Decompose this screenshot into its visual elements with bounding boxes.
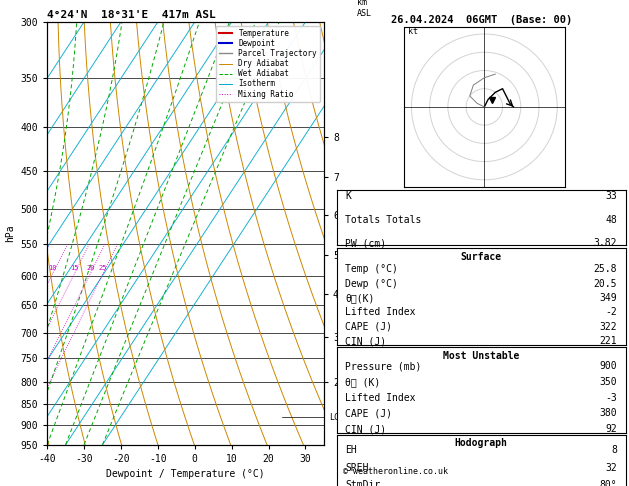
Text: 380: 380 bbox=[599, 408, 617, 418]
Y-axis label: hPa: hPa bbox=[5, 225, 15, 242]
Text: EH: EH bbox=[345, 446, 357, 455]
Text: 900: 900 bbox=[599, 361, 617, 371]
Text: CIN (J): CIN (J) bbox=[345, 336, 386, 346]
Text: LCL: LCL bbox=[330, 413, 345, 422]
Text: Hodograph: Hodograph bbox=[455, 438, 508, 448]
Legend: Temperature, Dewpoint, Parcel Trajectory, Dry Adiabat, Wet Adiabat, Isotherm, Mi: Temperature, Dewpoint, Parcel Trajectory… bbox=[216, 26, 320, 102]
Text: 322: 322 bbox=[599, 322, 617, 332]
Text: SREH: SREH bbox=[345, 463, 369, 473]
Text: 221: 221 bbox=[599, 336, 617, 346]
Text: 33: 33 bbox=[606, 191, 617, 201]
Text: 3.82: 3.82 bbox=[594, 238, 617, 248]
Text: CAPE (J): CAPE (J) bbox=[345, 322, 392, 332]
Text: 20.5: 20.5 bbox=[594, 278, 617, 289]
Text: StmDir: StmDir bbox=[345, 480, 381, 486]
Text: Dewp (°C): Dewp (°C) bbox=[345, 278, 398, 289]
Text: PW (cm): PW (cm) bbox=[345, 238, 386, 248]
Text: Surface: Surface bbox=[460, 252, 502, 262]
Text: Lifted Index: Lifted Index bbox=[345, 308, 416, 317]
Text: 25.8: 25.8 bbox=[594, 264, 617, 274]
Text: 25: 25 bbox=[99, 265, 108, 271]
Text: 20: 20 bbox=[86, 265, 95, 271]
Text: Most Unstable: Most Unstable bbox=[443, 351, 520, 361]
Text: 349: 349 bbox=[599, 293, 617, 303]
Text: -2: -2 bbox=[606, 308, 617, 317]
Text: © weatheronline.co.uk: © weatheronline.co.uk bbox=[343, 467, 448, 476]
Text: km
ASL: km ASL bbox=[357, 0, 372, 17]
Text: θᴇ (K): θᴇ (K) bbox=[345, 377, 381, 387]
Text: 32: 32 bbox=[606, 463, 617, 473]
Text: 26.04.2024  06GMT  (Base: 00): 26.04.2024 06GMT (Base: 00) bbox=[391, 15, 572, 25]
Text: 4°24'N  18°31'E  417m ASL: 4°24'N 18°31'E 417m ASL bbox=[47, 10, 216, 20]
Text: 350: 350 bbox=[599, 377, 617, 387]
Text: Totals Totals: Totals Totals bbox=[345, 215, 421, 225]
Text: 48: 48 bbox=[606, 215, 617, 225]
Text: Lifted Index: Lifted Index bbox=[345, 393, 416, 403]
Text: K: K bbox=[345, 191, 351, 201]
Text: kt: kt bbox=[408, 27, 418, 36]
Text: 92: 92 bbox=[606, 424, 617, 434]
Text: Pressure (mb): Pressure (mb) bbox=[345, 361, 421, 371]
Text: CAPE (J): CAPE (J) bbox=[345, 408, 392, 418]
Text: 80°: 80° bbox=[599, 480, 617, 486]
Text: -3: -3 bbox=[606, 393, 617, 403]
Text: 15: 15 bbox=[70, 265, 79, 271]
Text: 10: 10 bbox=[48, 265, 57, 271]
Text: θᴇ(K): θᴇ(K) bbox=[345, 293, 375, 303]
Text: Temp (°C): Temp (°C) bbox=[345, 264, 398, 274]
X-axis label: Dewpoint / Temperature (°C): Dewpoint / Temperature (°C) bbox=[106, 469, 265, 479]
Text: CIN (J): CIN (J) bbox=[345, 424, 386, 434]
Text: 8: 8 bbox=[611, 446, 617, 455]
